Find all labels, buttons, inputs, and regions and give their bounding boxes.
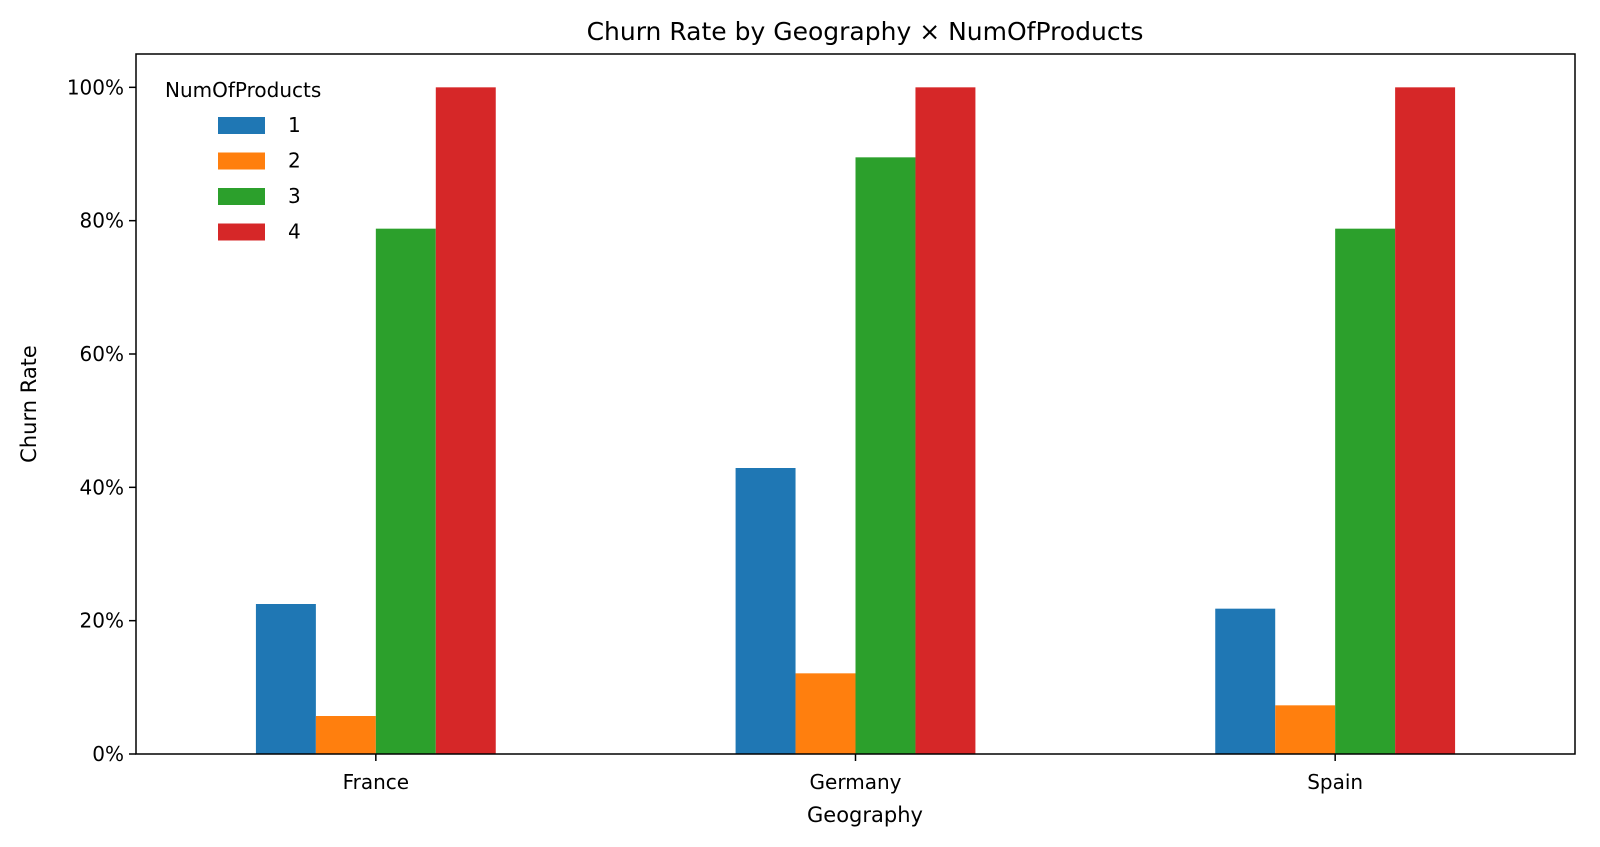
legend-title: NumOfProducts [165,78,321,102]
chart-title: Churn Rate by Geography × NumOfProducts [587,17,1144,46]
legend-label-1: 1 [288,113,301,137]
legend-swatch-3 [218,188,265,205]
x-tick-label-spain: Spain [1307,770,1363,794]
legend-label-2: 2 [288,149,301,173]
legend-swatch-4 [218,223,265,241]
x-axis-label: Geography [807,803,923,827]
bar-spain-products-2 [1275,705,1336,754]
bar-germany-products-1 [735,468,796,754]
legend-label-4: 4 [288,220,301,244]
plot-area [255,87,1456,755]
legend-swatch-2 [218,152,265,170]
bar-spain-products-4 [1395,87,1456,755]
legend-label-3: 3 [288,184,301,208]
y-axis: 0% 20% 40% 60% 80% 100% [67,75,136,766]
y-tick-label: 100% [67,75,124,99]
y-tick-label: 0% [92,742,124,766]
y-tick-label: 40% [80,475,124,499]
y-tick-label: 20% [80,609,124,633]
bar-france-products-2 [315,716,376,754]
x-tick-label-germany: Germany [810,770,902,794]
bar-germany-products-2 [795,673,856,754]
bar-france-products-1 [255,604,316,754]
bar-france-products-4 [435,87,496,755]
y-tick-label: 80% [80,209,124,233]
y-axis-label: Churn Rate [17,345,41,463]
bar-germany-products-4 [915,87,976,755]
bar-germany-products-3 [855,157,916,755]
x-tick-label-france: France [343,770,410,794]
legend: NumOfProducts 1 2 3 4 [165,78,321,244]
legend-swatch-1 [218,117,265,134]
bar-france-products-3 [375,228,436,754]
y-tick-label: 60% [80,342,124,366]
x-axis: France Germany Spain [343,754,1363,794]
bar-spain-products-3 [1335,228,1396,754]
bar-spain-products-1 [1215,608,1276,754]
